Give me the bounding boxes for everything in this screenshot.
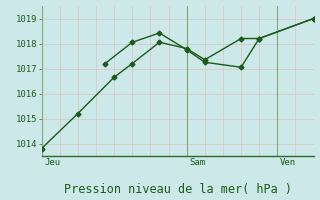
Text: Pression niveau de la mer( hPa ): Pression niveau de la mer( hPa ) bbox=[64, 183, 292, 196]
Text: Sam: Sam bbox=[189, 158, 205, 167]
Text: Ven: Ven bbox=[280, 158, 296, 167]
Text: Jeu: Jeu bbox=[44, 158, 60, 167]
